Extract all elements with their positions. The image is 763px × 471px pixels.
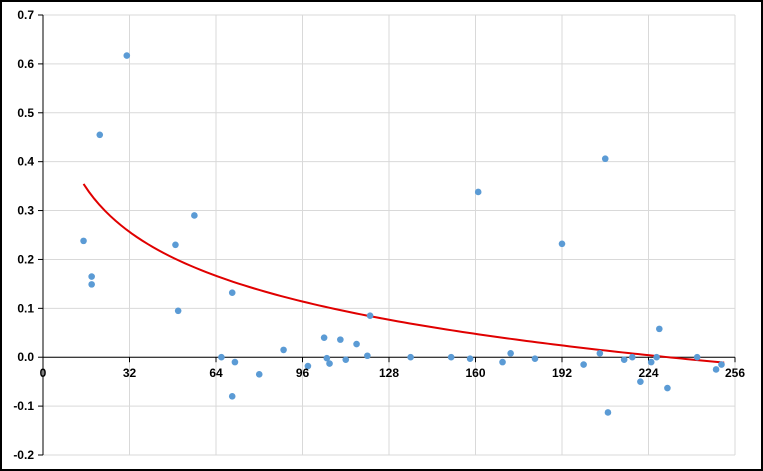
data-point-11 [231, 358, 239, 366]
data-point-17 [326, 360, 333, 367]
x-tick-label-2: 64 [209, 366, 223, 380]
data-point-7 [191, 212, 198, 219]
x-tick-label-5: 160 [465, 366, 485, 380]
data-point-23 [407, 353, 414, 361]
data-point-38 [647, 358, 655, 366]
data-point-24 [447, 353, 455, 361]
x-tick-label-8: 256 [725, 366, 745, 380]
data-point-37 [637, 378, 644, 385]
data-point-30 [558, 240, 566, 248]
data-point-33 [601, 155, 609, 163]
data-point-16 [323, 354, 331, 362]
y-tick-label-8: 0.6 [17, 57, 34, 71]
data-point-43 [712, 366, 720, 373]
data-point-40 [656, 325, 663, 333]
data-point-36 [628, 353, 636, 361]
data-point-1 [88, 273, 95, 280]
x-tick-label-3: 96 [296, 366, 310, 380]
x-tick-label-6: 192 [552, 366, 572, 380]
data-point-10 [228, 393, 236, 400]
trendline [82, 183, 725, 364]
y-tick-label-3: 0.1 [17, 301, 34, 315]
data-point-27 [499, 358, 506, 366]
y-tick-label-6: 0.4 [17, 155, 34, 169]
data-point-25 [466, 355, 474, 362]
data-point-3 [96, 131, 104, 139]
y-tick-label-4: 0.2 [17, 252, 34, 266]
data-point-20 [353, 340, 360, 348]
data-point-15 [320, 334, 328, 341]
trendline-layer [82, 183, 725, 364]
data-point-12 [255, 371, 263, 378]
data-point-34 [604, 409, 612, 416]
data-point-2 [88, 281, 95, 288]
x-tick-label-4: 128 [379, 366, 399, 380]
data-point-13 [280, 346, 287, 354]
x-tick-label-0: 0 [40, 366, 47, 380]
data-point-5 [172, 241, 179, 249]
data-point-28 [507, 350, 514, 357]
x-tick-label-7: 224 [638, 366, 658, 380]
data-point-19 [342, 356, 350, 363]
data-point-41 [664, 384, 671, 392]
data-point-9 [228, 289, 236, 296]
axis-layer [38, 14, 736, 456]
data-point-31 [580, 361, 587, 368]
data-point-8 [218, 353, 225, 361]
data-point-29 [531, 355, 539, 362]
data-point-21 [364, 352, 371, 360]
y-tick-label-7: 0.5 [17, 106, 34, 120]
data-point-6 [174, 307, 182, 315]
data-point-39 [653, 353, 660, 361]
points-layer [80, 52, 725, 416]
y-tick-label-0: -0.2 [13, 448, 34, 462]
grid-layer [43, 14, 736, 456]
data-point-0 [80, 237, 87, 245]
y-tick-label-5: 0.3 [17, 204, 34, 218]
data-point-18 [337, 336, 344, 343]
y-tick-label-2: 0.0 [17, 350, 34, 364]
y-tick-label-9: 0.7 [17, 8, 34, 22]
data-point-4 [123, 52, 131, 59]
data-point-42 [693, 353, 701, 361]
data-point-44 [718, 361, 725, 368]
data-point-14 [304, 362, 312, 370]
y-tick-label-1: -0.1 [13, 399, 34, 413]
data-point-22 [366, 312, 374, 319]
tick-labels-layer: 0 32 64 96 128 160 192 224 256 -0.2 -0.1 0.0 0.1 0.2 0… [13, 8, 745, 462]
data-point-26 [474, 188, 482, 196]
data-point-35 [620, 356, 628, 363]
x-tick-label-1: 32 [123, 366, 137, 380]
data-point-32 [596, 350, 604, 357]
